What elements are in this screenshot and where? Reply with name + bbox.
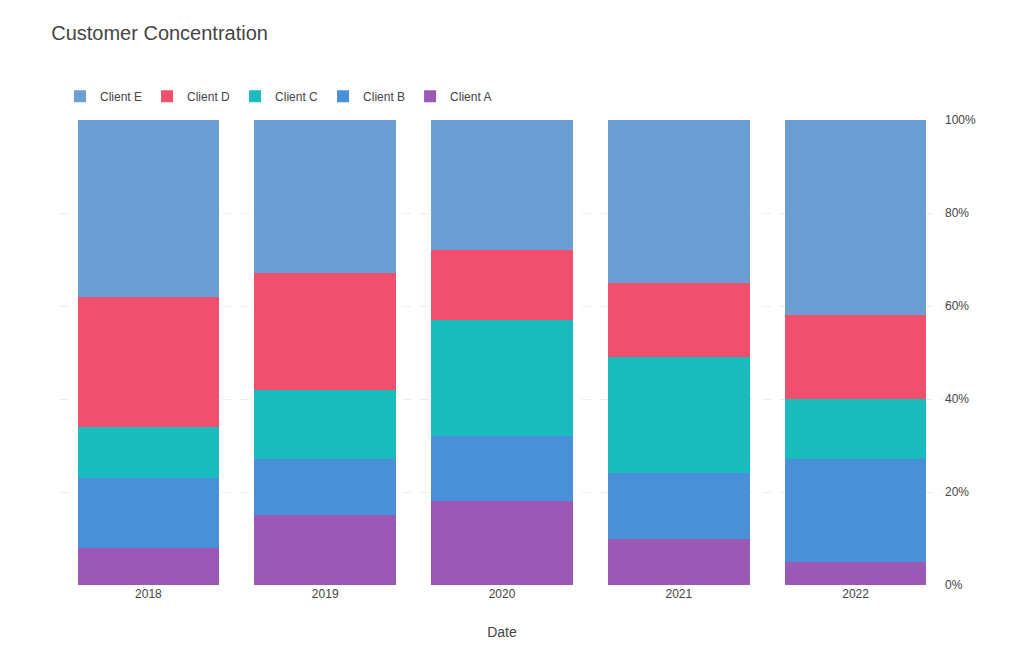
- svg-text:Customer Concentration: Customer Concentration: [51, 22, 268, 44]
- svg-text:60%: 60%: [945, 299, 969, 313]
- svg-text:Client E: Client E: [100, 90, 142, 104]
- svg-text:100%: 100%: [945, 113, 976, 127]
- svg-text:40%: 40%: [945, 392, 969, 406]
- svg-text:Date: Date: [487, 624, 517, 640]
- svg-text:Client B: Client B: [363, 90, 405, 104]
- svg-text:Client D: Client D: [187, 90, 230, 104]
- svg-text:2019: 2019: [312, 587, 339, 601]
- svg-text:0%: 0%: [945, 578, 963, 592]
- svg-text:20%: 20%: [945, 485, 969, 499]
- svg-text:Client A: Client A: [450, 90, 491, 104]
- svg-text:2021: 2021: [665, 587, 692, 601]
- svg-text:2018: 2018: [135, 587, 162, 601]
- svg-text:2022: 2022: [842, 587, 869, 601]
- svg-text:2020: 2020: [489, 587, 516, 601]
- svg-text:80%: 80%: [945, 206, 969, 220]
- svg-text:Client C: Client C: [275, 90, 318, 104]
